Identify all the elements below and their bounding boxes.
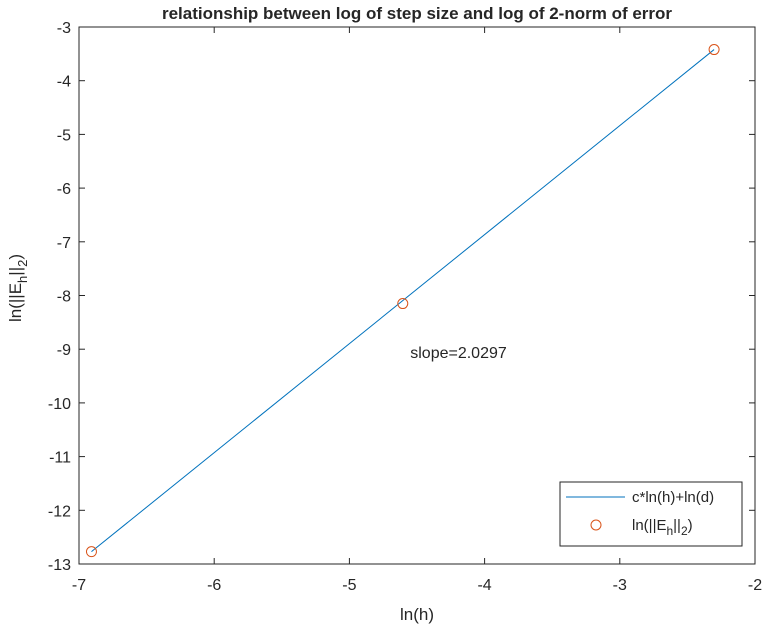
y-tick-label: -12 bbox=[48, 503, 71, 520]
data-point-marker bbox=[397, 298, 409, 310]
chart-title: relationship between log of step size an… bbox=[162, 4, 672, 23]
y-tick-label: -4 bbox=[57, 74, 71, 91]
y-label-main: ln(||E bbox=[6, 283, 25, 322]
legend-data-end: ) bbox=[688, 517, 693, 534]
y-tick-label: -11 bbox=[49, 450, 71, 467]
y-axis: -13 -12 -11 -10 -9 -8 -7 -6 -5 -4 -3 bbox=[48, 20, 755, 574]
legend-marker-swatch bbox=[590, 519, 602, 531]
data-point-marker bbox=[708, 44, 720, 56]
legend: c*ln(h)+ln(d) ln(||Eh||2) bbox=[559, 481, 743, 547]
slope-annotation: slope=2.0297 bbox=[410, 345, 507, 362]
y-tick-label: -9 bbox=[57, 342, 71, 359]
legend-data-main: ln(||E bbox=[632, 517, 666, 534]
y-label-end: ) bbox=[6, 254, 25, 260]
y-label-sub-h: h bbox=[15, 276, 30, 283]
legend-data-sub-2: 2 bbox=[681, 524, 688, 538]
x-tick-label: -2 bbox=[748, 577, 762, 594]
axes-box bbox=[78, 26, 756, 565]
y-tick-label: -6 bbox=[57, 181, 71, 198]
x-tick-label: -7 bbox=[72, 577, 86, 594]
x-tick-label: -5 bbox=[342, 577, 356, 594]
y-axis-label: ln(||Eh||2) bbox=[6, 254, 30, 322]
y-label-mid: || bbox=[6, 267, 25, 276]
plot-area bbox=[85, 44, 720, 558]
legend-data-mid: || bbox=[673, 517, 681, 534]
legend-data-sub-h: h bbox=[666, 524, 673, 538]
x-tick-label: -6 bbox=[207, 577, 221, 594]
legend-label-data: ln(||Eh||2) bbox=[632, 517, 693, 538]
x-tick-label: -3 bbox=[613, 577, 627, 594]
y-tick-label: -3 bbox=[57, 20, 71, 37]
y-tick-label: -13 bbox=[48, 557, 71, 574]
x-axis: -7 -6 -5 -4 -3 -2 bbox=[72, 27, 762, 594]
data-point-marker bbox=[85, 546, 97, 558]
legend-box bbox=[559, 481, 743, 547]
x-tick-label: -4 bbox=[477, 577, 491, 594]
fit-line bbox=[91, 49, 715, 553]
y-label-sub-2: 2 bbox=[15, 260, 30, 267]
y-tick-label: -7 bbox=[57, 235, 71, 252]
y-tick-label: -5 bbox=[57, 127, 71, 144]
legend-label-fit: c*ln(h)+ln(d) bbox=[632, 489, 714, 506]
y-tick-label: -10 bbox=[48, 396, 71, 413]
y-tick-label: -8 bbox=[57, 289, 71, 306]
x-axis-label: ln(h) bbox=[400, 605, 434, 624]
